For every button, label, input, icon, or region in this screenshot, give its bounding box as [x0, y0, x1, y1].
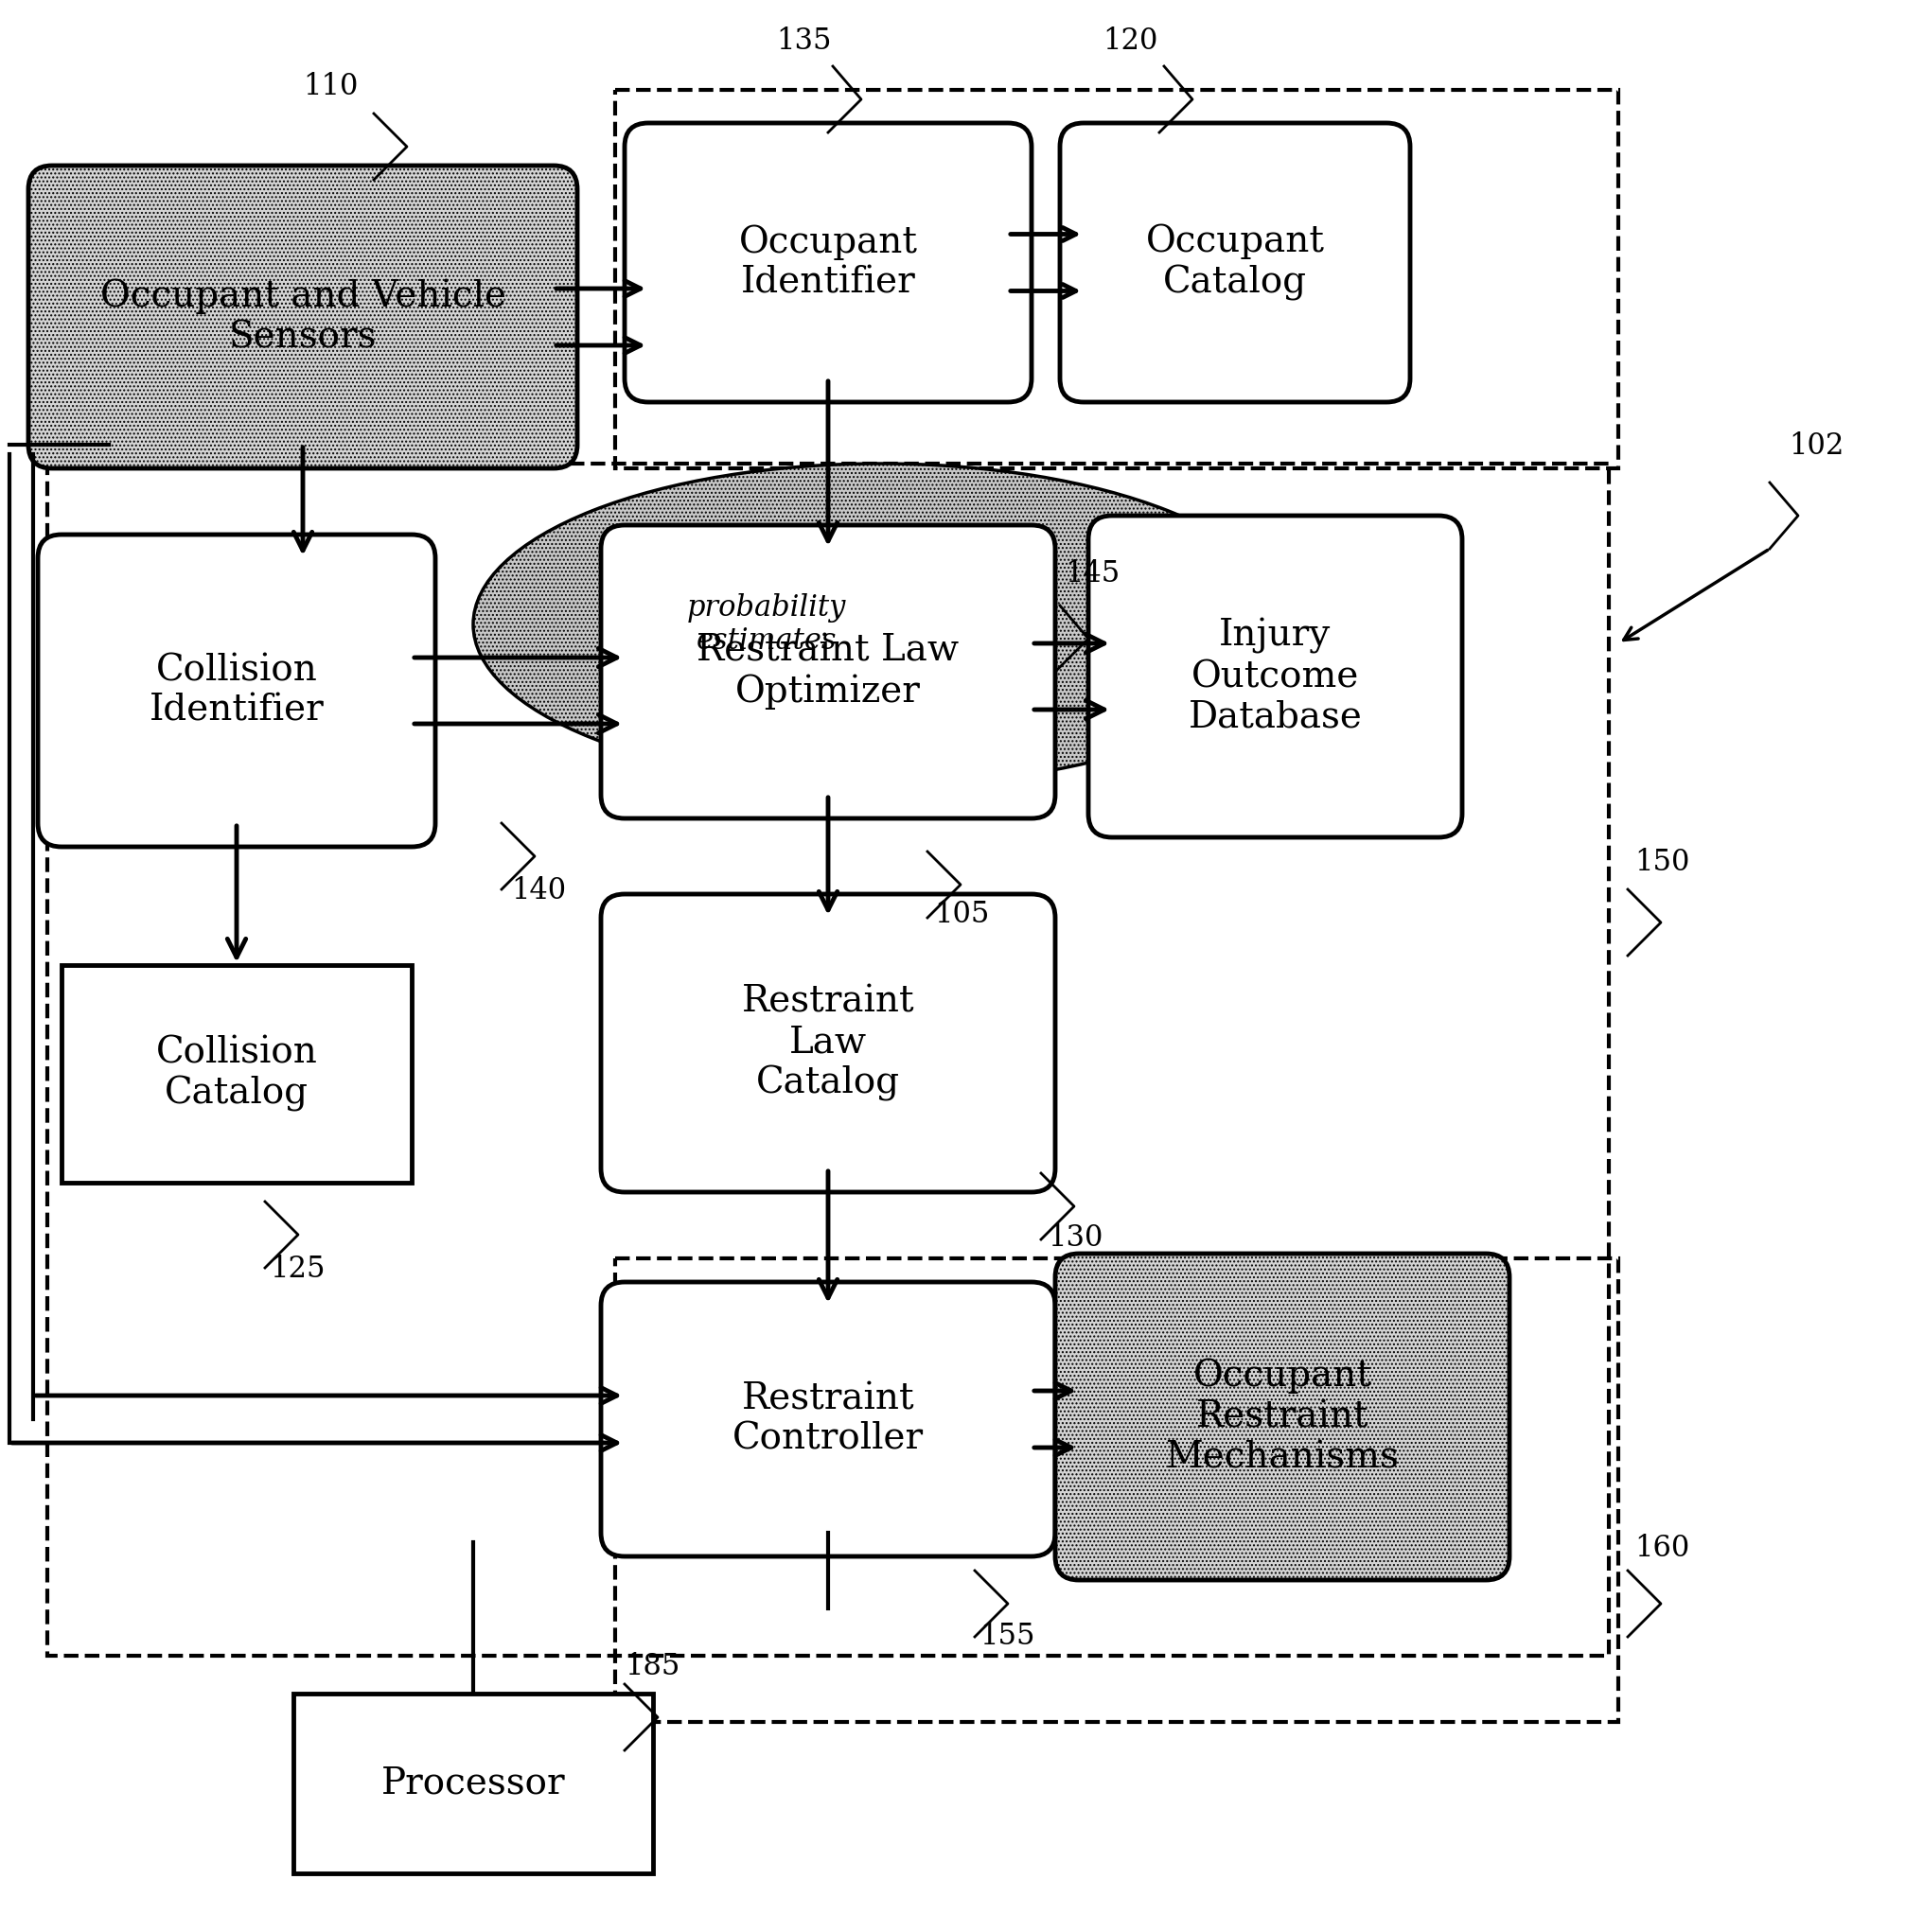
- FancyBboxPatch shape: [1056, 1254, 1510, 1580]
- Ellipse shape: [473, 464, 1287, 784]
- Text: Restraint Law
Optimizer: Restraint Law Optimizer: [698, 634, 959, 709]
- Bar: [294, 1694, 654, 1874]
- Text: Occupant
Catalog: Occupant Catalog: [1146, 224, 1325, 301]
- Text: 110: 110: [303, 71, 358, 100]
- Text: Injury
Outcome
Database: Injury Outcome Database: [1187, 618, 1363, 734]
- FancyBboxPatch shape: [38, 535, 435, 846]
- Text: 160: 160: [1633, 1534, 1689, 1563]
- Text: Occupant and Vehicle
Sensors: Occupant and Vehicle Sensors: [99, 278, 505, 355]
- Text: 125: 125: [271, 1254, 326, 1285]
- Bar: [48, 464, 1609, 1656]
- Text: 102: 102: [1788, 431, 1843, 460]
- Text: Occupant
Restraint
Mechanisms: Occupant Restraint Mechanisms: [1166, 1358, 1399, 1474]
- Text: 140: 140: [511, 875, 566, 906]
- Text: Collision
Identifier: Collision Identifier: [149, 653, 324, 728]
- Text: 150: 150: [1633, 848, 1689, 877]
- FancyBboxPatch shape: [1088, 516, 1462, 837]
- Text: Collision
Catalog: Collision Catalog: [156, 1036, 318, 1113]
- Text: 145: 145: [1065, 558, 1121, 589]
- FancyBboxPatch shape: [1060, 124, 1410, 402]
- Text: Processor: Processor: [381, 1766, 566, 1801]
- Text: 130: 130: [1048, 1223, 1104, 1252]
- Text: probability
estimates: probability estimates: [686, 593, 846, 657]
- Text: Occupant
Identifier: Occupant Identifier: [740, 224, 917, 301]
- Bar: [616, 1258, 1618, 1721]
- Bar: [61, 966, 412, 1182]
- Text: 155: 155: [980, 1621, 1035, 1652]
- Text: Restraint
Law
Catalog: Restraint Law Catalog: [741, 985, 915, 1101]
- FancyBboxPatch shape: [600, 526, 1056, 819]
- FancyBboxPatch shape: [600, 1283, 1056, 1557]
- Text: Restraint
Controller: Restraint Controller: [732, 1381, 924, 1457]
- Text: 120: 120: [1102, 27, 1157, 56]
- FancyBboxPatch shape: [625, 124, 1031, 402]
- FancyBboxPatch shape: [600, 895, 1056, 1192]
- Text: 185: 185: [625, 1652, 680, 1681]
- Bar: [616, 91, 1618, 468]
- FancyBboxPatch shape: [29, 166, 578, 468]
- Text: 135: 135: [776, 27, 831, 56]
- Text: 105: 105: [934, 900, 989, 929]
